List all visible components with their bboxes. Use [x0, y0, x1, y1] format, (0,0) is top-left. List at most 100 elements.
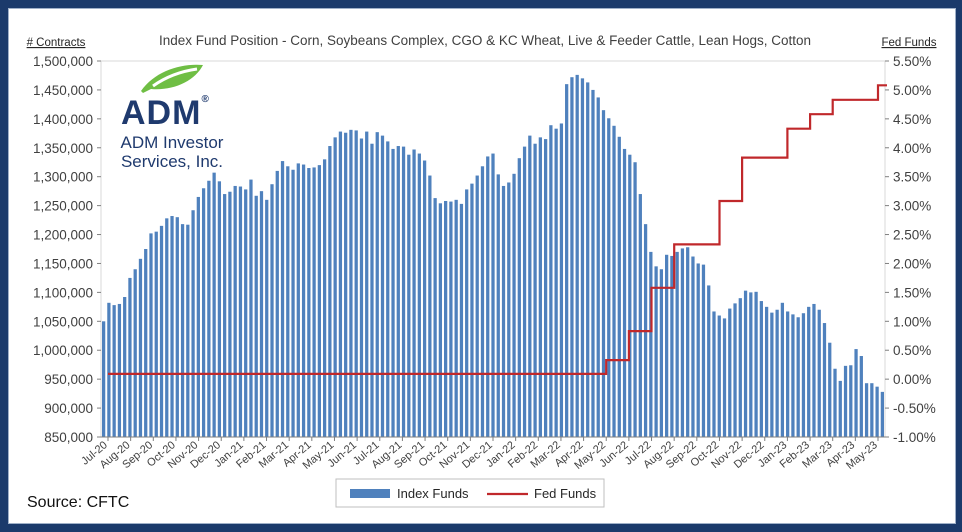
- index-funds-bar: [728, 308, 732, 437]
- index-funds-bar: [812, 303, 816, 437]
- y-tick-label: 1,150,000: [33, 256, 93, 271]
- index-funds-bar: [265, 199, 269, 437]
- index-funds-bar: [649, 251, 653, 437]
- y2-tick-label: 2.50%: [893, 228, 931, 243]
- index-funds-bar: [107, 302, 111, 437]
- index-funds-bar: [238, 186, 243, 437]
- index-funds-bar: [322, 159, 327, 437]
- index-funds-bar: [638, 194, 642, 437]
- index-funds-bar: [307, 168, 311, 437]
- index-funds-bar: [407, 154, 411, 437]
- index-funds-bar: [354, 130, 358, 438]
- index-funds-bar: [465, 189, 469, 437]
- index-funds-bar: [717, 315, 721, 437]
- y2-tick-label: 0.00%: [893, 372, 931, 387]
- index-funds-bar: [449, 201, 453, 437]
- index-funds-bar: [244, 189, 248, 437]
- index-funds-bar: [796, 317, 800, 437]
- index-funds-bar: [433, 198, 437, 437]
- index-funds-bar: [528, 135, 532, 437]
- index-funds-bar: [533, 143, 537, 437]
- index-funds-bar: [707, 285, 711, 437]
- y2-tick-label: -0.50%: [893, 401, 936, 416]
- index-funds-bar: [386, 141, 390, 437]
- index-funds-bar: [233, 185, 237, 437]
- index-funds-bar: [212, 172, 216, 437]
- y2-tick-label: 3.50%: [893, 170, 931, 185]
- chart-title: Index Fund Position - Corn, Soybeans Com…: [159, 33, 811, 48]
- source-note: Source: CFTC: [27, 494, 130, 511]
- index-funds-bar: [375, 132, 379, 437]
- index-funds-bar: [186, 224, 190, 437]
- y2-tick-label: 4.50%: [893, 112, 931, 127]
- index-funds-bar: [601, 110, 606, 438]
- index-funds-bar: [486, 156, 490, 437]
- index-funds-bar: [280, 161, 285, 437]
- index-funds-bar: [775, 309, 779, 437]
- y-tick-label: 1,050,000: [33, 314, 93, 329]
- index-funds-bar: [622, 148, 627, 437]
- index-funds-bar: [575, 74, 579, 437]
- index-funds-bar: [522, 146, 527, 438]
- legend-swatch-index-funds: [350, 489, 390, 498]
- index-funds-bar: [565, 84, 569, 437]
- y-tick-label: 850,000: [44, 430, 93, 445]
- index-funds-bar: [396, 146, 400, 437]
- y-tick-label: 1,500,000: [33, 54, 93, 69]
- index-funds-bar: [670, 255, 674, 437]
- y-tick-label: 1,200,000: [33, 228, 93, 243]
- index-funds-bar: [454, 199, 458, 437]
- index-funds-bar: [686, 247, 690, 437]
- index-funds-bar: [617, 136, 621, 437]
- index-funds-bar: [538, 137, 542, 438]
- legend-label-fed-funds: Fed Funds: [534, 486, 597, 501]
- index-funds-bar: [733, 303, 737, 437]
- index-funds-bar: [817, 309, 821, 437]
- y2-tick-label: 5.50%: [893, 54, 931, 69]
- index-funds-bar: [491, 153, 495, 438]
- index-funds-bar: [628, 154, 632, 437]
- index-funds-bar: [417, 153, 421, 438]
- y2-axis-label: Fed Funds: [882, 37, 937, 49]
- y2-tick-label: 1.50%: [893, 285, 931, 300]
- y2-tick-label: 1.00%: [893, 314, 931, 329]
- index-funds-bar: [722, 318, 727, 437]
- index-funds-bar: [870, 383, 874, 437]
- index-funds-bar: [875, 386, 879, 437]
- index-funds-bar: [791, 314, 795, 437]
- index-funds-bar: [743, 290, 748, 437]
- index-funds-bar: [586, 82, 590, 438]
- index-funds-bar: [291, 169, 295, 437]
- index-funds-bar: [102, 321, 106, 437]
- index-funds-bar: [128, 277, 132, 437]
- index-funds-bar: [759, 301, 763, 437]
- index-funds-bar: [275, 170, 279, 437]
- index-funds-bar: [180, 224, 185, 437]
- index-funds-bar: [612, 125, 616, 437]
- index-funds-bar: [349, 129, 353, 437]
- y2-tick-label: 0.50%: [893, 343, 931, 358]
- index-funds-bar: [154, 231, 158, 437]
- y-tick-label: 1,100,000: [33, 285, 93, 300]
- index-funds-bar: [254, 195, 258, 437]
- index-funds-bar: [428, 175, 432, 438]
- index-funds-bar: [338, 131, 343, 437]
- index-funds-bar: [365, 131, 369, 437]
- y-tick-label: 1,300,000: [33, 170, 93, 185]
- index-funds-bar: [764, 306, 769, 437]
- index-funds-bar: [701, 264, 706, 437]
- index-funds-bar: [786, 311, 790, 437]
- chart-svg: 850,000 900,000 950,000 1,000,000 1,050,000 1…: [27, 33, 937, 508]
- y-axis-label: # Contracts: [27, 37, 86, 49]
- index-funds-bar: [738, 298, 742, 437]
- index-funds-bar: [296, 163, 300, 437]
- index-funds-bar: [144, 249, 148, 437]
- index-funds-bar: [559, 123, 564, 437]
- index-funds-bar: [438, 203, 443, 437]
- index-funds-bar: [549, 125, 553, 438]
- index-funds-bar: [843, 365, 848, 437]
- index-funds-bar: [286, 166, 290, 437]
- y2-tick-label: -1.00%: [893, 430, 936, 445]
- index-funds-bar: [880, 391, 884, 437]
- index-funds-bar: [754, 291, 758, 437]
